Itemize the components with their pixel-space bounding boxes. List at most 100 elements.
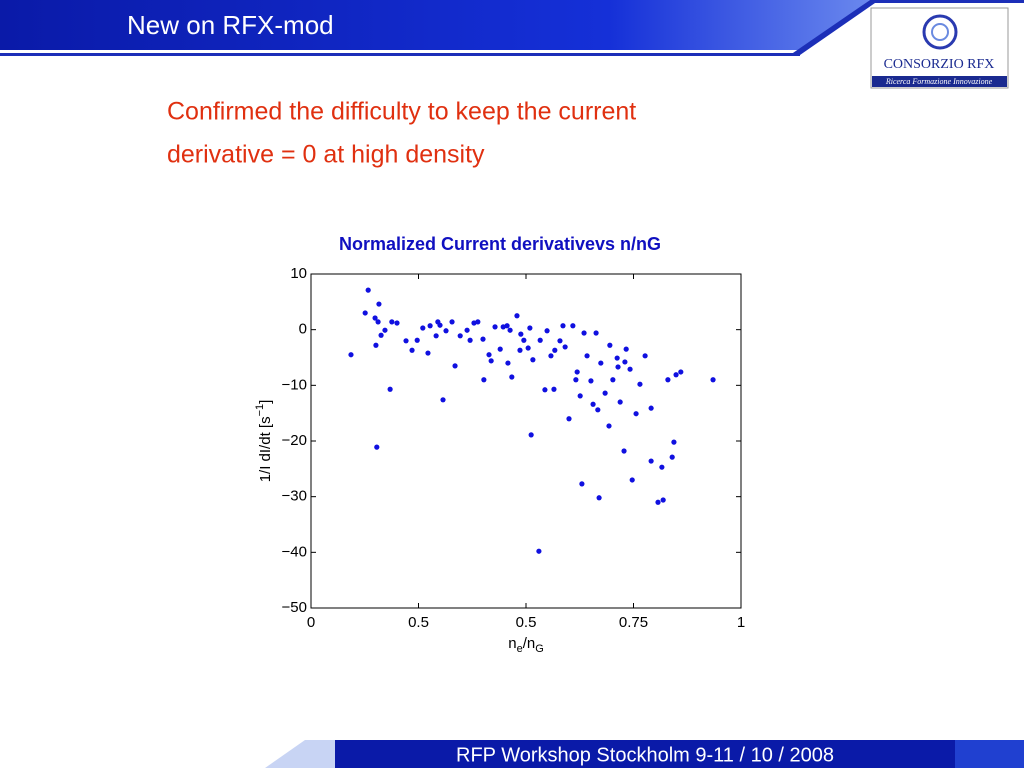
- point: [521, 337, 527, 343]
- logo-tagline: Ricerca Formazione Innovazione: [885, 77, 993, 86]
- point: [588, 378, 594, 384]
- point: [581, 330, 587, 336]
- point: [629, 477, 635, 483]
- footer-accent: [955, 740, 1024, 768]
- point: [481, 377, 487, 383]
- point: [562, 344, 568, 350]
- y-tick-label: −20: [282, 432, 307, 449]
- point: [457, 333, 463, 339]
- y-axis-label-end: ]: [257, 400, 274, 404]
- x-axis-label-base: n: [508, 635, 516, 652]
- point: [598, 360, 604, 366]
- point: [673, 372, 679, 378]
- point: [449, 319, 455, 325]
- point: [525, 345, 531, 351]
- point: [660, 497, 666, 503]
- y-axis-label: 1/I dI/dt [s−1]: [254, 400, 274, 483]
- point: [452, 363, 458, 369]
- point: [655, 499, 661, 505]
- point: [528, 432, 534, 438]
- point: [669, 454, 675, 460]
- point: [375, 319, 381, 325]
- point: [595, 407, 601, 413]
- x-axis-label-sub: e: [517, 643, 523, 655]
- point: [480, 336, 486, 342]
- point: [527, 325, 533, 331]
- logo-icon: [922, 14, 958, 50]
- point: [420, 325, 426, 331]
- point: [579, 481, 585, 487]
- x-tick-label: 0.5: [408, 614, 429, 631]
- x-axis-label: ne/nG: [508, 635, 544, 655]
- point: [573, 377, 579, 383]
- header-line: [0, 53, 800, 56]
- point: [590, 401, 596, 407]
- point: [378, 332, 384, 338]
- x-tick-label: 0.5: [516, 614, 537, 631]
- point: [557, 338, 563, 344]
- point: [617, 399, 623, 405]
- point: [570, 323, 576, 329]
- point: [475, 319, 481, 325]
- point: [389, 319, 395, 325]
- point: [440, 397, 446, 403]
- point: [607, 342, 613, 348]
- x-tick-label: 1: [737, 614, 745, 631]
- header-accent: [790, 0, 1024, 55]
- point: [659, 464, 665, 470]
- point: [486, 352, 492, 358]
- point: [409, 347, 415, 353]
- point: [665, 377, 671, 383]
- point: [574, 369, 580, 375]
- point: [394, 320, 400, 326]
- x-axis-label-mid: /n: [523, 635, 536, 652]
- point: [464, 327, 470, 333]
- point: [348, 352, 354, 358]
- point: [678, 369, 684, 375]
- point: [551, 386, 557, 392]
- x-tick-label: 0.75: [619, 614, 648, 631]
- point: [467, 337, 473, 343]
- logo-name: CONSORZIO RFX: [884, 57, 995, 72]
- y-tick-label: −10: [282, 376, 307, 393]
- point: [542, 387, 548, 393]
- chart-title: Normalized Current derivativevs n/nG: [339, 234, 661, 254]
- point: [425, 350, 431, 356]
- point: [365, 287, 371, 293]
- point: [621, 448, 627, 454]
- point: [577, 393, 583, 399]
- point: [382, 327, 388, 333]
- point: [710, 377, 716, 383]
- point: [427, 323, 433, 329]
- point: [376, 301, 382, 307]
- point: [433, 333, 439, 339]
- point: [671, 439, 677, 445]
- point: [414, 337, 420, 343]
- point: [505, 360, 511, 366]
- point: [637, 381, 643, 387]
- point: [507, 327, 513, 333]
- point: [443, 328, 449, 334]
- point: [488, 358, 494, 364]
- body-text: derivative = 0 at high density: [167, 141, 485, 169]
- point: [530, 357, 536, 363]
- point: [497, 346, 503, 352]
- point: [372, 315, 378, 321]
- point: [642, 353, 648, 359]
- y-tick-label: 10: [290, 265, 307, 282]
- logo-band: [872, 76, 1007, 87]
- x-axis-label-sub: G: [535, 643, 544, 655]
- point: [615, 364, 621, 370]
- point: [544, 328, 550, 334]
- logo-icon-inner: [931, 23, 949, 41]
- point: [536, 548, 542, 554]
- point: [373, 342, 379, 348]
- point: [387, 386, 393, 392]
- point: [362, 310, 368, 316]
- point: [518, 331, 524, 337]
- y-tick-label: −30: [282, 488, 307, 505]
- plot-frame: [310, 273, 742, 609]
- point: [492, 324, 498, 330]
- point: [648, 405, 654, 411]
